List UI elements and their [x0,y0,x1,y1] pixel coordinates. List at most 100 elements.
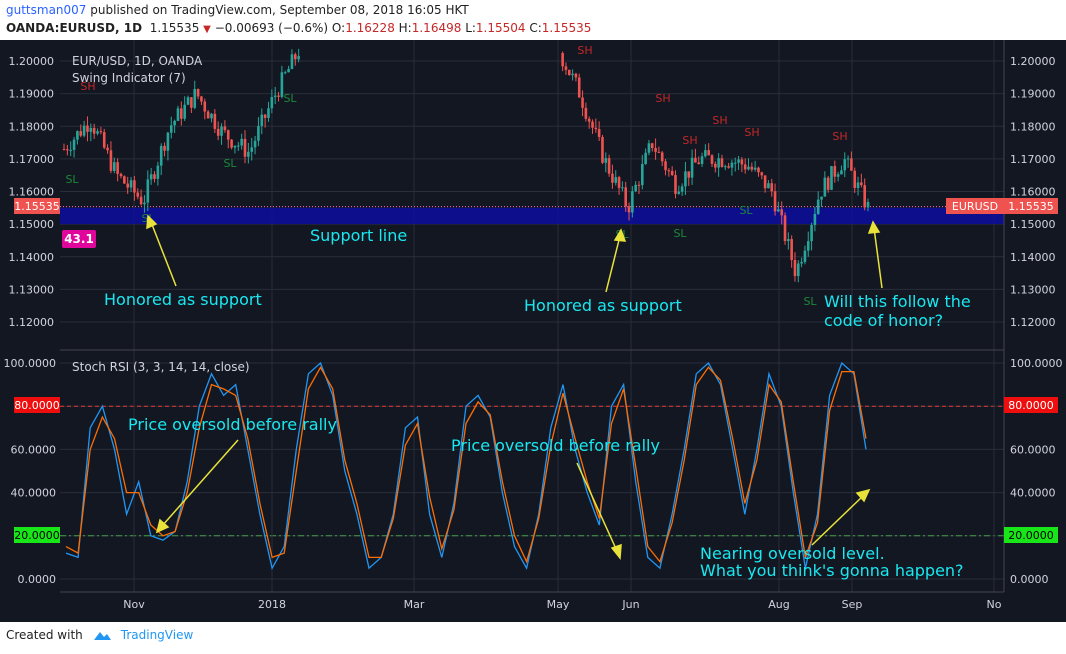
arrow-honored-1 [150,221,177,287]
candle-body [250,147,254,152]
candle-body [816,199,820,214]
candle-body [787,239,790,242]
candle-body [793,259,797,277]
honored-support-annotation-2: Honored as support [524,296,682,315]
candle-body [123,176,126,184]
price-tick-right: 1.18000 [1010,120,1056,133]
candle-body [112,162,116,171]
candle-body [680,186,684,192]
candle-body [806,241,810,251]
candle-body [790,239,793,260]
candle-body [587,118,591,122]
candle-body [143,202,146,205]
level-80-left-tag [14,397,60,413]
candle-body [102,132,106,148]
candle-body [733,162,737,164]
candle-body [216,128,220,136]
level-20-right-tag [1004,527,1058,543]
author-link[interactable]: guttsman007 [6,3,87,17]
candle-body [674,175,677,194]
candle-body [166,132,170,151]
chart-canvas[interactable]: SHSHSHSHSHSHSHSLSLSLSLSLSLSLSL 1.200001.… [0,40,1066,622]
price-tick-right: 1.17000 [1010,153,1056,166]
candle-body [287,68,290,73]
candle-body [86,125,89,132]
swing-high-label: SH [682,134,697,147]
arrow-head-oversold-2 [610,543,622,560]
arrow-head-honored-1 [146,214,158,230]
arrow-head-honored-2 [613,228,627,242]
open-label: O: [331,21,346,35]
candle-body [777,209,780,212]
price-tick-right: 1.13000 [1010,283,1056,296]
last-price-left-tag [14,198,60,214]
candle-body [833,166,837,177]
swing-low-label: SL [739,204,753,217]
publish-info: guttsman007 published on TradingView.com… [6,3,469,17]
candle-body [119,173,123,177]
candle-body [99,131,103,133]
candle-body [597,129,601,137]
swing-indicator-label: Swing Indicator (7) [72,71,186,85]
candle-body [763,175,767,189]
x-axis-label: Jun [621,598,639,611]
level-20-left-tag [14,527,60,543]
open-value: 1.16228 [345,21,395,35]
candle-body [780,209,784,216]
swing-low-label: SL [283,92,297,105]
candle-body [720,158,724,167]
candle-body [180,108,183,119]
price-tick-left: 1.13000 [9,283,55,296]
swing-high-label: SH [712,114,727,127]
nearing-annotation-line1: Nearing oversold level. [700,544,885,563]
swing-high-label: SH [577,44,592,57]
candle-body [866,201,870,208]
stoch-tick-right: 60.0000 [1010,443,1056,456]
candle-body [637,184,641,186]
candle-body [277,95,280,97]
level-20-right-text: 20.0000 [1008,529,1054,542]
candle-body [640,163,644,185]
candle-body [237,145,240,147]
swing-labels: SHSHSHSHSHSHSHSLSLSLSLSLSLSLSL [65,44,847,308]
candle-body [76,131,79,140]
level-80-right-text: 80.0000 [1008,399,1054,412]
candle-body [767,183,770,189]
arrow-oversold-2 [576,462,618,552]
candle-body [156,165,160,179]
candle-body [243,138,247,157]
candle-body [631,191,634,213]
candle-body [226,130,230,140]
close-label: C: [529,21,542,35]
tradingview-link[interactable]: TradingView [120,628,194,642]
candle-body [594,127,598,130]
candle-body [803,250,807,262]
swing-high-label: SH [744,126,759,139]
swing-low-label: SL [65,173,79,186]
tradingview-cloud-icon [93,632,111,640]
candle-body [611,173,614,183]
candle-body [820,196,823,200]
candle-body [260,114,264,127]
candle-body [253,140,257,148]
candle-body [267,108,270,118]
swing-high-label: SH [80,80,95,93]
last-price: 1.15535 [149,21,200,35]
candle-body [149,174,153,180]
candle-body [617,177,621,188]
price-tick-left: 1.20000 [9,55,55,68]
candle-body [96,131,99,134]
stoch-k-line [65,361,867,570]
x-axis-label: Aug [768,598,789,611]
candle-body [133,180,136,193]
axes: 1.20000 1.20000 1.19000 1.19000 1.18000 1.180… [4,55,1063,611]
candle-body [210,113,213,119]
candle-body [233,145,237,148]
candle-body [79,131,83,136]
nearing-annotation-line2: What you think's gonna happen? [700,561,964,580]
arrow-nearing [811,494,865,546]
candle-body [856,182,860,188]
candle-body [863,185,866,208]
candle-body [62,149,66,151]
candle-body [129,180,133,188]
